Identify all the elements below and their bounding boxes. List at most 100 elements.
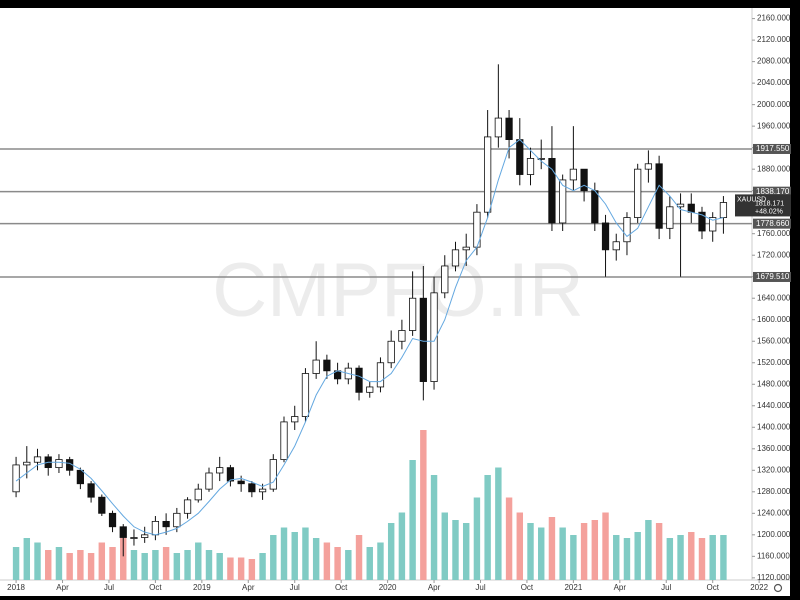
volume-bar: [516, 512, 524, 580]
volume-bar: [698, 538, 706, 580]
x-tick-label: Jul: [290, 583, 300, 592]
last-price: 1818.171: [755, 200, 784, 207]
volume-bar: [570, 535, 577, 580]
volume-bar: [505, 497, 513, 580]
gear[interactable]: [773, 583, 783, 593]
x-tick-label: Apr: [428, 583, 441, 592]
volume-bar: [677, 535, 684, 580]
volume-bar: [613, 535, 620, 580]
volume-bar: [216, 553, 223, 580]
x-tick-label: Jul: [475, 583, 485, 592]
y-tick-label: 2040.000: [757, 78, 791, 87]
volume-bar: [323, 542, 331, 580]
candle-body: [12, 464, 20, 493]
volume-bar: [120, 538, 127, 580]
level-label-box: [753, 271, 791, 282]
volume-bar: [538, 527, 545, 580]
volume-bar: [527, 523, 534, 580]
candle-body: [451, 249, 460, 267]
candle-body: [226, 467, 235, 482]
candle-body: [237, 480, 245, 485]
volume-bar: [473, 497, 481, 580]
volume-bar: [634, 532, 641, 580]
candle-body: [269, 459, 277, 490]
candle-body: [430, 292, 438, 382]
y-tick-label: 1600.000: [757, 315, 791, 324]
volume-bar: [623, 538, 631, 580]
x-tick-label: 2022: [750, 583, 768, 592]
candle-body: [687, 203, 695, 213]
volume-bar: [334, 547, 341, 580]
candle-body: [55, 459, 63, 469]
volume-bar: [366, 547, 373, 580]
volume-bar: [387, 523, 395, 580]
candle-body: [505, 117, 513, 140]
level-label: 1838.170: [756, 187, 790, 196]
candle-body: [666, 206, 674, 229]
volume-bar: [655, 523, 663, 580]
candle-body: [183, 499, 192, 514]
level-label: 1679.510: [756, 272, 790, 281]
volume-bar: [291, 532, 298, 580]
volume-bar: [184, 550, 191, 580]
y-tick-label: 1760.000: [757, 229, 791, 238]
change-tag: +48.02%: [755, 208, 783, 215]
candle-body: [634, 168, 642, 218]
volume-bar: [302, 527, 309, 580]
volume-bar: [709, 535, 716, 580]
y-tick-label: 1160.000: [757, 551, 790, 560]
candle-body: [173, 512, 181, 528]
candle-body: [216, 467, 224, 474]
volume-bar: [152, 550, 159, 580]
x-tick-label: Apr: [56, 583, 69, 592]
candle-body: [162, 520, 170, 528]
symbol-tag: XAUUSD: [737, 196, 766, 203]
y-tick-label: 1200.000: [757, 530, 791, 539]
candle-body: [119, 526, 127, 538]
candle-body: [548, 158, 556, 224]
x-tick-label: Oct: [521, 583, 534, 592]
candle-body: [355, 367, 363, 393]
candle-body: [441, 265, 449, 294]
y-tick-label: 1960.000: [757, 121, 791, 130]
volume-bar: [45, 550, 52, 580]
y-tick-label: 2120.000: [757, 35, 791, 44]
candle-body: [580, 168, 588, 192]
volume-bar: [452, 520, 459, 580]
y-tick-label: 1120.000: [757, 573, 790, 582]
volume-bar: [227, 557, 234, 580]
candle-body: [709, 217, 717, 232]
candle-body: [494, 117, 502, 138]
candle-body: [98, 496, 106, 514]
volume-bar: [645, 520, 652, 580]
candle-body: [33, 456, 42, 463]
y-tick-label: 2160.000: [757, 14, 791, 23]
volume-bar: [55, 547, 63, 580]
candle-body: [655, 163, 663, 229]
candle-body: [194, 488, 202, 501]
y-tick-label: 1720.000: [757, 250, 791, 259]
volume-bar: [12, 547, 20, 580]
volume-bar: [141, 553, 148, 580]
volume-bar: [98, 542, 106, 580]
y-tick-label: 1360.000: [757, 444, 791, 453]
watermark: CMPFO.IR: [212, 248, 584, 333]
volume-bar: [195, 542, 202, 580]
candle-body: [312, 359, 320, 374]
volume-bar: [173, 553, 181, 580]
volume-bar: [420, 430, 427, 580]
y-tick-label: 1400.000: [757, 422, 791, 431]
candle-body: [591, 190, 599, 224]
volume-bar: [34, 542, 41, 580]
price-tag-box: [735, 194, 791, 217]
y-tick-label: 2000.000: [757, 100, 791, 109]
candle-body: [141, 534, 149, 538]
candle-body: [280, 421, 288, 460]
candle-body: [258, 488, 267, 493]
settings-icon[interactable]: [773, 583, 783, 593]
x-tick-label: Apr: [242, 583, 255, 592]
candle-body: [248, 483, 256, 493]
x-tick-label: 2021: [564, 583, 582, 592]
y-tick-label: 2080.000: [757, 57, 791, 66]
